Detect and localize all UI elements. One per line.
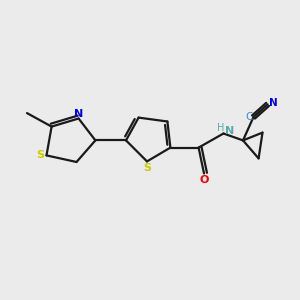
Text: O: O	[199, 175, 209, 185]
Text: S: S	[36, 150, 44, 161]
Text: N: N	[268, 98, 278, 108]
Text: H: H	[218, 123, 225, 133]
Text: N: N	[226, 126, 235, 136]
Text: S: S	[143, 163, 151, 173]
Text: C: C	[245, 112, 253, 122]
Text: N: N	[74, 109, 83, 119]
